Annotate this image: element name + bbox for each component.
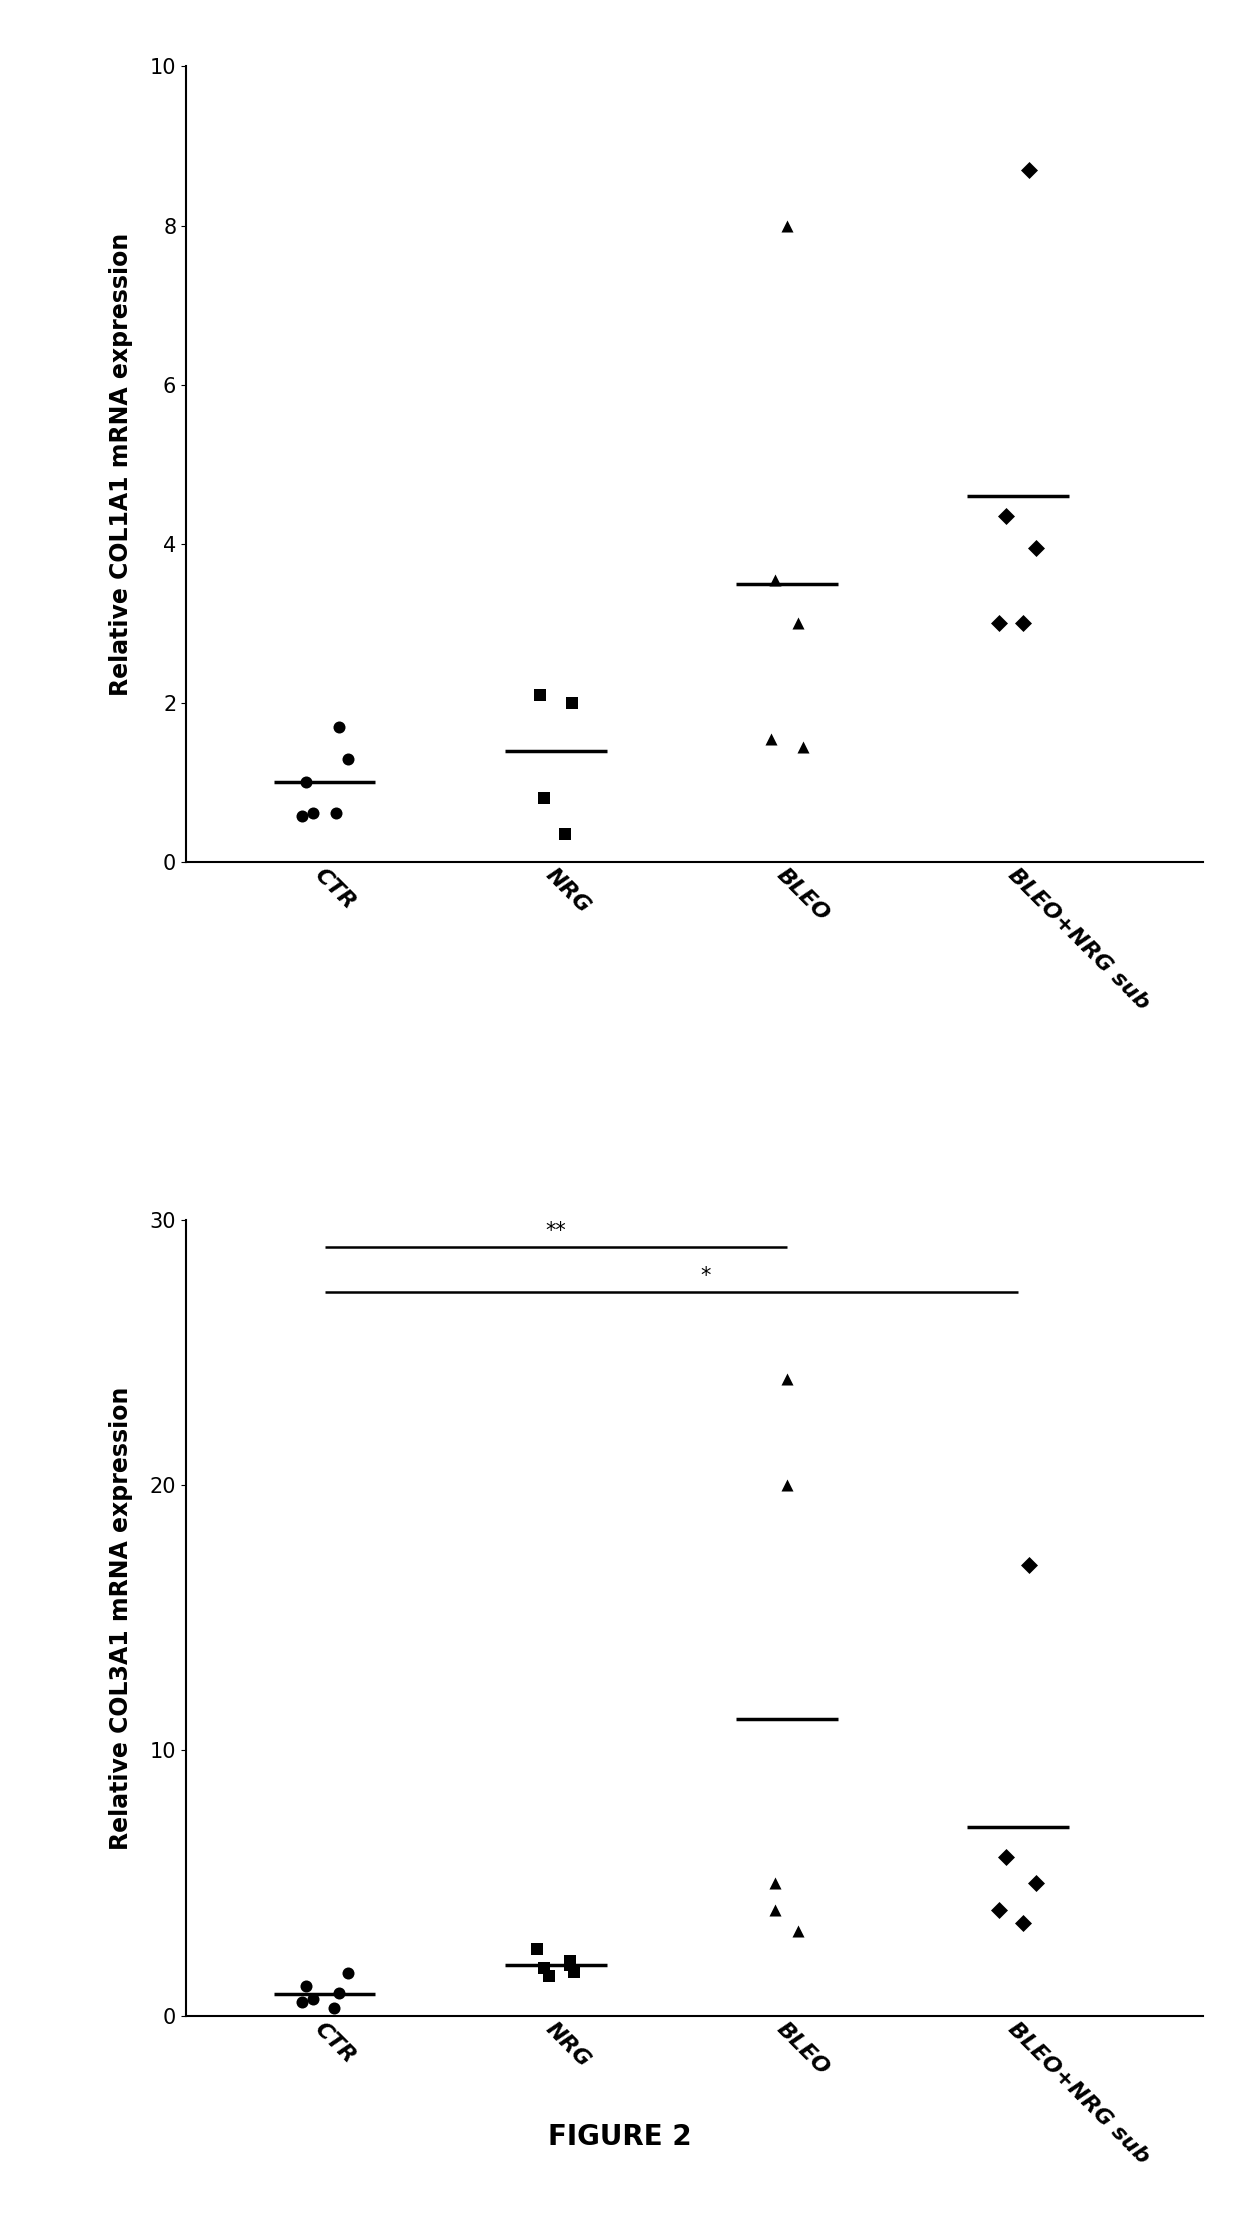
Point bbox=[559, 1947, 579, 1982]
Point bbox=[296, 764, 316, 800]
Point bbox=[765, 1892, 785, 1927]
Text: *: * bbox=[701, 1267, 712, 1287]
Text: **: ** bbox=[546, 1220, 567, 1240]
Point bbox=[562, 684, 582, 720]
Point bbox=[326, 795, 346, 831]
Point bbox=[534, 780, 554, 815]
Point bbox=[1013, 605, 1033, 640]
Text: FIGURE 2: FIGURE 2 bbox=[548, 2124, 692, 2151]
Point bbox=[1019, 1546, 1039, 1582]
Point bbox=[1013, 1905, 1033, 1940]
Point bbox=[794, 729, 813, 764]
Point bbox=[997, 1838, 1017, 1874]
Point bbox=[789, 1914, 808, 1949]
Point bbox=[291, 797, 311, 833]
Point bbox=[765, 563, 785, 598]
Point bbox=[527, 1931, 547, 1967]
Point bbox=[324, 1989, 343, 2025]
Point bbox=[303, 795, 322, 831]
Y-axis label: Relative COL1A1 mRNA expression: Relative COL1A1 mRNA expression bbox=[109, 233, 133, 696]
Point bbox=[291, 1985, 311, 2020]
Point bbox=[990, 1892, 1009, 1927]
Point bbox=[760, 722, 781, 758]
Point bbox=[777, 208, 797, 244]
Point bbox=[777, 1469, 797, 1504]
Point bbox=[534, 1949, 554, 1985]
Point bbox=[777, 1362, 797, 1398]
Point bbox=[997, 498, 1017, 534]
Point bbox=[337, 1956, 357, 1991]
Point bbox=[329, 709, 348, 744]
Point bbox=[1019, 153, 1039, 188]
Point bbox=[337, 740, 357, 775]
Point bbox=[296, 1969, 316, 2005]
Y-axis label: Relative COL3A1 mRNA expression: Relative COL3A1 mRNA expression bbox=[109, 1387, 133, 1850]
Point bbox=[789, 605, 808, 640]
Point bbox=[529, 678, 549, 713]
Point bbox=[1027, 529, 1047, 565]
Point bbox=[1027, 1865, 1047, 1900]
Point bbox=[559, 1943, 579, 1978]
Point bbox=[556, 817, 575, 853]
Point bbox=[990, 605, 1009, 640]
Point bbox=[564, 1954, 584, 1989]
Point bbox=[539, 1958, 559, 1994]
Point bbox=[765, 1865, 785, 1900]
Point bbox=[329, 1976, 348, 2011]
Point bbox=[303, 1982, 322, 2018]
